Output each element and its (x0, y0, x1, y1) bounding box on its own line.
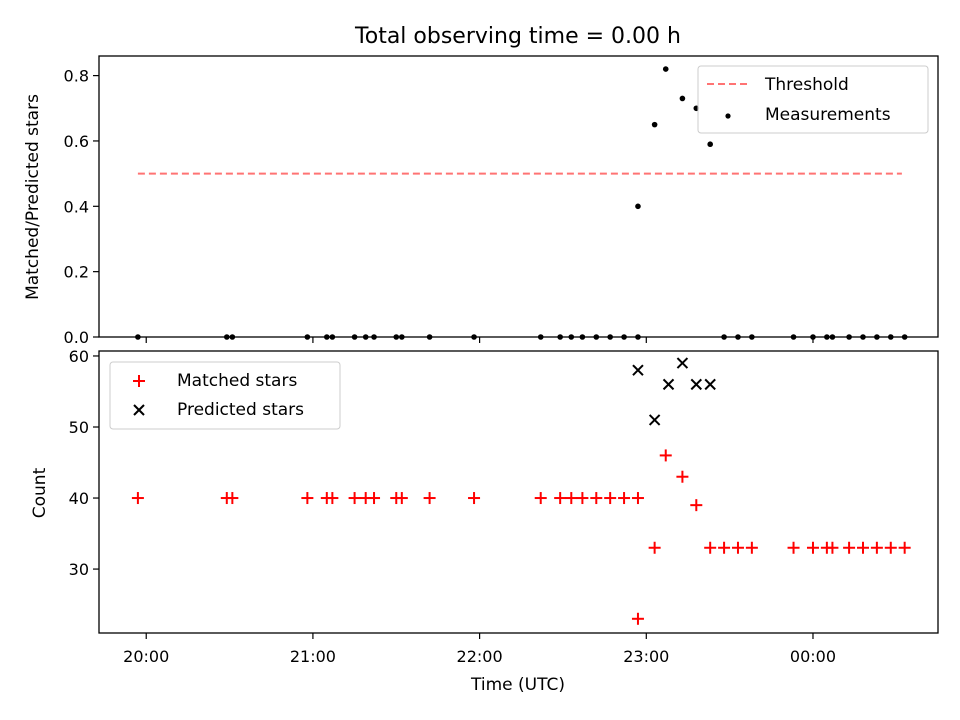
matched-star-point (534, 492, 547, 505)
measurement-point (651, 121, 658, 128)
top-y-tick-label: 0.8 (64, 67, 89, 86)
measurement-point (679, 95, 686, 102)
top-y-tick-label: 0.6 (64, 132, 89, 151)
matched-star-point (826, 541, 839, 554)
predicted-star-point (632, 364, 644, 376)
matched-star-point (631, 612, 644, 625)
matched-star-point (704, 541, 717, 554)
x-tick-label: 00:00 (790, 647, 836, 666)
legend-measurements-label: Measurements (765, 105, 891, 125)
x-tick-label: 22:00 (457, 647, 503, 666)
predicted-star-point (704, 378, 716, 391)
top-y-axis-label: Matched/Predicted stars (23, 94, 43, 300)
legend-matched-label: Matched stars (177, 371, 297, 391)
chart-title: Total observing time = 0.00 h (354, 24, 681, 49)
top-y-tick-label: 0.0 (64, 328, 89, 347)
measurement-point (707, 141, 713, 148)
x-tick-label: 23:00 (623, 647, 669, 666)
matched-star-point (787, 541, 800, 554)
x-tick-label: 20:00 (123, 647, 169, 666)
predicted-star-point (648, 414, 661, 426)
legend-threshold-label: Threshold (764, 75, 849, 95)
predicted-star-point (676, 357, 689, 369)
matched-star-point (856, 541, 869, 554)
matched-star-point (590, 492, 603, 505)
matched-star-point (226, 492, 239, 505)
bottom-y-tick-label: 40 (69, 489, 89, 508)
matched-star-point (898, 541, 911, 554)
predicted-star-point (690, 378, 703, 391)
legend-predicted-swatch (133, 404, 145, 416)
top-y-tick-label: 0.2 (64, 263, 89, 282)
legend-measurements-swatch (725, 113, 731, 119)
bottom-y-tick-label: 30 (69, 560, 89, 579)
matched-star-point (301, 492, 314, 505)
matched-star-point (554, 492, 567, 505)
matched-star-point (131, 492, 144, 505)
matched-star-point (648, 541, 661, 554)
top-axes-frame (98, 55, 939, 338)
matched-star-point (618, 492, 631, 505)
top-legend: Threshold Measurements (697, 65, 929, 134)
matched-star-point (659, 449, 672, 462)
matched-star-point (423, 492, 436, 505)
x-tick-label: 21:00 (290, 647, 336, 666)
matched-star-point (565, 492, 578, 505)
matched-star-point (843, 541, 856, 554)
matched-star-point (576, 492, 589, 505)
matched-star-point (806, 541, 819, 554)
x-axis-label: Time (UTC) (470, 675, 565, 695)
matched-star-point (604, 492, 617, 505)
matched-star-point (745, 541, 758, 554)
legend-predicted-label: Predicted stars (177, 400, 304, 420)
measurement-point (635, 203, 641, 210)
matched-star-point (690, 499, 703, 512)
matched-star-point (870, 541, 883, 554)
top-panel: 0.00.20.40.60.8 Matched/Predicted stars … (23, 55, 939, 347)
matched-star-point (348, 492, 361, 505)
bottom-legend: Matched stars Predicted stars (109, 361, 341, 430)
matched-star-point (731, 541, 744, 554)
predicted-star-point (662, 378, 675, 391)
bottom-axes-frame (98, 350, 939, 634)
bottom-y-axis-label: Count (30, 467, 50, 518)
top-y-tick-label: 0.4 (64, 197, 89, 216)
bottom-y-tick-label: 60 (69, 347, 89, 366)
matched-star-point (395, 492, 408, 505)
matched-star-point (676, 470, 689, 483)
matched-star-point (468, 492, 481, 505)
bottom-panel: 30 40 50 60 20:00 21:00 22:00 23:00 00:00 Count… (30, 347, 939, 695)
legend-matched-swatch (133, 375, 145, 387)
matched-star-point (718, 541, 731, 554)
measurement-point (662, 66, 669, 72)
matched-star-point (884, 541, 897, 554)
matched-star-point (631, 492, 644, 505)
bottom-y-tick-label: 50 (69, 418, 89, 437)
matched-star-point (368, 492, 381, 505)
matched-star-point (326, 492, 339, 505)
